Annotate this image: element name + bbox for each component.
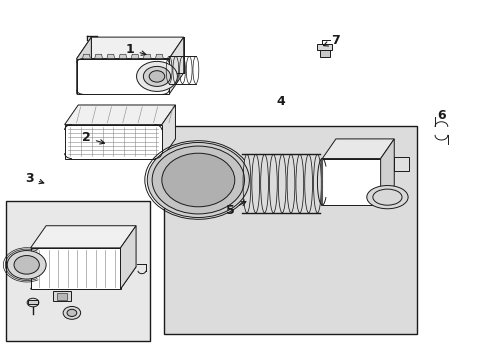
Polygon shape [322,158,380,205]
Polygon shape [119,54,126,59]
Circle shape [162,153,234,207]
Circle shape [147,143,249,217]
Polygon shape [82,54,90,59]
Polygon shape [322,139,393,158]
Circle shape [143,66,170,86]
Circle shape [14,256,39,274]
Polygon shape [77,59,169,94]
Polygon shape [380,139,393,205]
Polygon shape [30,226,136,248]
Polygon shape [131,54,139,59]
Polygon shape [30,267,136,289]
Text: 3: 3 [25,172,44,185]
Polygon shape [53,291,71,301]
Text: 5: 5 [225,202,245,217]
Polygon shape [393,157,408,171]
Polygon shape [317,44,331,50]
Polygon shape [28,300,38,304]
Polygon shape [95,54,102,59]
Polygon shape [162,105,175,158]
Text: 6: 6 [437,109,446,122]
Circle shape [67,309,77,316]
Circle shape [7,251,46,279]
Text: 4: 4 [276,95,285,108]
Polygon shape [107,54,115,59]
Text: 2: 2 [82,131,104,144]
Text: 1: 1 [125,43,145,56]
Ellipse shape [366,185,407,209]
Circle shape [149,71,164,82]
Circle shape [63,306,81,319]
Polygon shape [64,105,175,125]
Polygon shape [143,54,151,59]
Polygon shape [169,37,183,94]
Polygon shape [319,50,329,57]
Text: 7: 7 [323,34,340,47]
Polygon shape [77,37,183,59]
Circle shape [152,146,244,214]
Polygon shape [77,37,91,94]
Polygon shape [120,226,136,289]
Polygon shape [57,293,67,300]
FancyBboxPatch shape [6,202,149,341]
FancyBboxPatch shape [164,126,416,334]
Circle shape [27,298,39,307]
Polygon shape [64,125,162,158]
Circle shape [136,62,177,91]
Polygon shape [30,248,120,289]
Polygon shape [155,54,163,59]
